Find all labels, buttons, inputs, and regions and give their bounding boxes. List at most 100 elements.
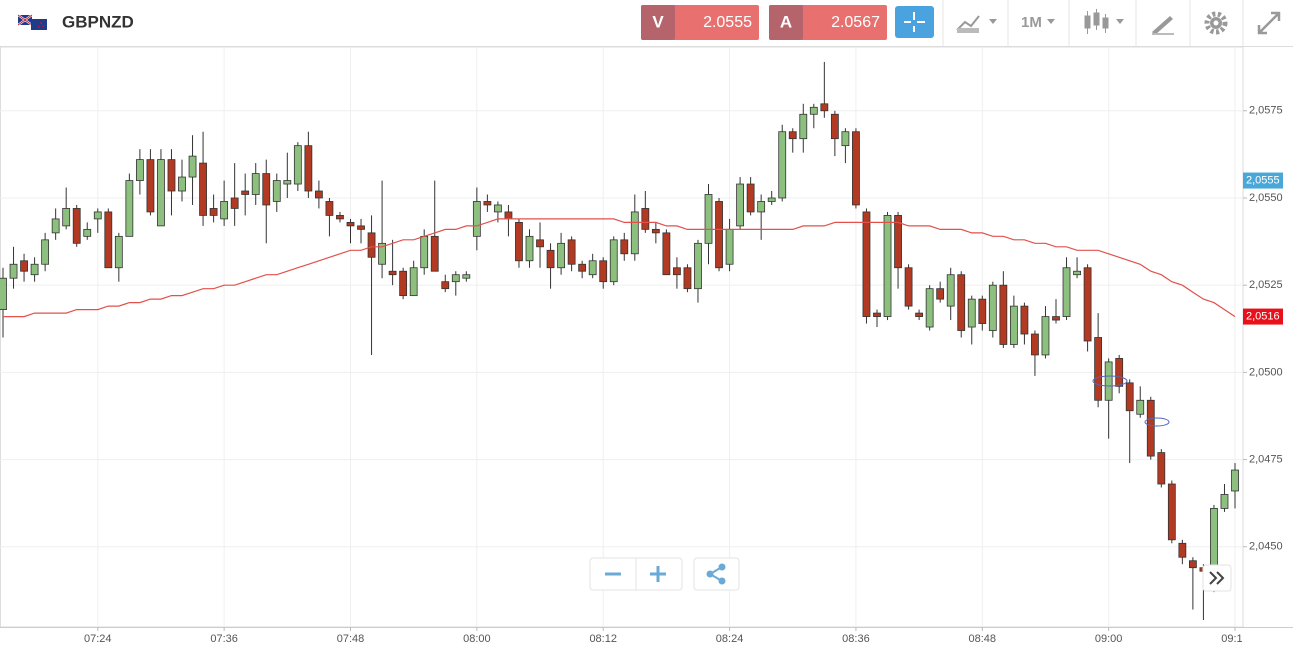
share-icon[interactable]: [706, 563, 726, 585]
candle-body: [736, 183, 744, 227]
candle-body: [883, 215, 892, 317]
candle-body: [157, 159, 165, 227]
timeframe-caret[interactable]: [1047, 19, 1055, 24]
moving-average-line: [3, 218, 1236, 318]
buy-price[interactable]: 2.0567: [831, 14, 880, 31]
zoom-in[interactable]: [650, 566, 666, 582]
buy-tag[interactable]: [769, 5, 803, 40]
zoom-controls: [589, 557, 1232, 592]
candle-body: [620, 239, 629, 255]
candle-body: [9, 263, 18, 279]
candle-body: [799, 113, 808, 140]
candle-body: [536, 239, 544, 248]
candle-body: [357, 225, 365, 230]
drawing-handle[interactable]: [1092, 375, 1128, 387]
fullscreen-button[interactable]: [1257, 11, 1281, 35]
candle-body: [1031, 333, 1039, 356]
candle-body: [346, 221, 355, 227]
x-tick-label: 08:00: [463, 633, 491, 645]
candle-body: [441, 281, 450, 290]
buy-label[interactable]: A: [780, 12, 792, 31]
draw-button[interactable]: [1152, 16, 1174, 35]
candle-body: [694, 242, 702, 290]
candle-body: [609, 239, 618, 283]
candle-body: [588, 260, 597, 276]
candle-body: [925, 288, 934, 328]
candle-body: [904, 267, 913, 307]
candle-body: [662, 232, 671, 276]
price-marker-label: 2,0516: [1246, 310, 1280, 322]
candle-body: [367, 232, 376, 258]
settings-button[interactable]: [1204, 11, 1228, 35]
candle-body: [641, 208, 650, 230]
candle-body: [683, 267, 692, 290]
candle-body: [472, 201, 481, 237]
x-tick-label: 07:48: [337, 633, 365, 645]
share-button[interactable]: [693, 557, 740, 591]
candle-body: [746, 183, 755, 213]
candle-body: [715, 201, 723, 269]
sell-label[interactable]: V: [652, 12, 664, 31]
candle-body: [462, 274, 471, 279]
candle-body: [873, 312, 881, 317]
candle-body: [915, 312, 924, 317]
candle-body: [809, 106, 818, 115]
candle-body: [72, 208, 81, 244]
grid: [0, 47, 1243, 627]
candle-body: [178, 176, 186, 192]
sell-tag[interactable]: [641, 5, 675, 40]
y-tick-label: 2,0575: [1249, 105, 1283, 117]
candle-body: [420, 235, 429, 269]
x-tick-label: 08:36: [842, 633, 870, 645]
y-tick-label: 2,0450: [1249, 541, 1283, 553]
candle-body: [1020, 305, 1029, 335]
candle-body: [30, 263, 39, 276]
candle-body: [1041, 316, 1050, 356]
candle-body: [399, 270, 408, 297]
chart-type-button[interactable]: [956, 15, 997, 33]
candle-style-button[interactable]: [1084, 9, 1124, 34]
candle-body: [504, 211, 513, 220]
candle-body: [209, 208, 218, 216]
plot-frame: [0, 46, 1244, 628]
candle-body: [283, 180, 292, 185]
timeframe[interactable]: 1M: [1021, 14, 1042, 31]
candle-body: [0, 277, 7, 310]
sell-price[interactable]: 2.0555: [703, 14, 752, 31]
candle-body: [1136, 399, 1145, 415]
candle-body: [788, 131, 797, 140]
x-tick-label: 08:12: [589, 633, 617, 645]
x-tick-label: 08:48: [969, 633, 997, 645]
candles: [0, 61, 1239, 621]
candle-body: [767, 197, 776, 202]
candle-body: [1188, 560, 1197, 569]
candle-body: [1220, 494, 1229, 509]
candle-body: [388, 270, 397, 276]
x-tick-label: 07:36: [210, 633, 238, 645]
y-tick-label: 2,0500: [1249, 366, 1283, 378]
candle-body: [104, 211, 113, 269]
buy-button[interactable]: A 2.0567: [769, 5, 887, 40]
symbol: GBPNZD: [62, 12, 134, 31]
candle-body: [957, 274, 966, 331]
axes: 2,0450 2,0475 2,0500 2,0525 2,0550 2,0575 07:2…: [84, 105, 1283, 645]
candle-body: [272, 180, 281, 202]
scroll-right-icon[interactable]: [1209, 571, 1225, 585]
candle-body: [62, 208, 71, 227]
candle-body: [546, 249, 555, 269]
candle-body: [304, 145, 313, 192]
candle-body: [841, 131, 850, 147]
candle-body: [1167, 483, 1176, 541]
candle-body: [1062, 267, 1071, 317]
drawing-handle[interactable]: [1144, 417, 1170, 427]
sell-button[interactable]: V 2.0555: [641, 5, 759, 40]
candle-body: [862, 211, 871, 317]
candle-body: [20, 260, 28, 272]
x-tick-label: 08:24: [716, 633, 744, 645]
y-tick-label: 2,0475: [1249, 453, 1283, 465]
candle-body: [967, 298, 976, 328]
x-ticks: 07:24 07:36 07:48 08:00 08:12 08:24 08:36 08:48…: [84, 627, 1243, 645]
candle-body: [325, 201, 334, 216]
crosshair-button[interactable]: [895, 6, 934, 38]
